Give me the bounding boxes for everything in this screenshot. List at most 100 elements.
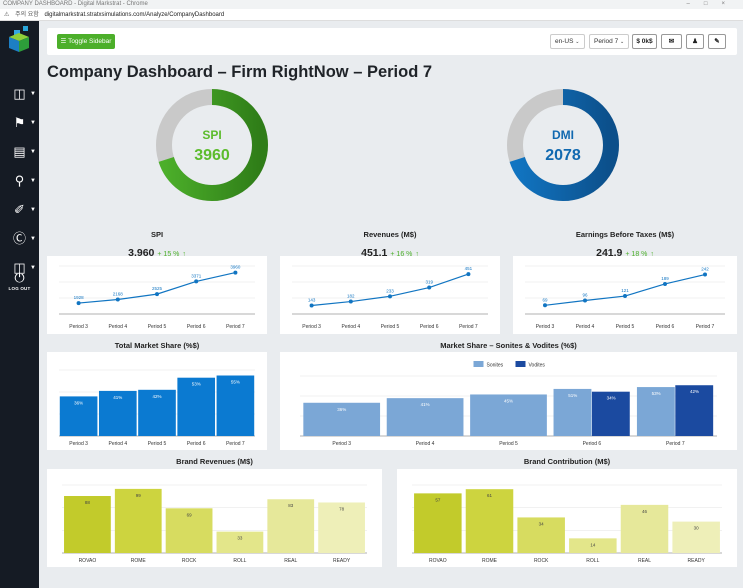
data-label: 451 [465,266,473,271]
x-tick-label: ROVAO [79,558,97,564]
bar [553,388,592,436]
budget-button[interactable]: $ 0k$ [632,34,657,49]
data-point [233,270,238,275]
chevron-down-icon: ⌄ [620,39,625,45]
chevron-icon: ▼ [30,207,36,213]
gauge-label: SPI [202,128,221,142]
mailbox-button[interactable]: ✉ [661,34,682,49]
sidebar-item-tools[interactable]: ✐ ▼ [0,198,39,222]
bar-label: 88 [85,500,91,505]
data-label: 242 [701,267,709,272]
data-label: 69 [542,297,548,302]
bar-label: 51% [568,393,577,398]
x-tick-label: ROCK [534,558,549,564]
x-tick-label: Period 3 [536,324,555,330]
clipboard-icon: ◫ [13,260,26,275]
bar [636,387,675,436]
legend-label: Vodites [529,363,546,369]
edit-button[interactable]: ✎ [708,34,726,49]
bar [64,496,111,553]
x-tick-label: READY [333,558,351,564]
team-button[interactable]: ♟ [686,34,704,49]
address-bar[interactable]: ⚠ 주의 요함 digitalmarkstrat.stratxsimulatio… [0,9,743,21]
bar-label: 69 [187,512,193,517]
app-logo-icon[interactable] [7,25,31,53]
bar-label: 53% [192,382,201,387]
brand-contribution-title: Brand Contribution (M$) [523,457,611,466]
kpi-title-spi: SPI [150,230,164,239]
bar-label: 99 [136,493,142,498]
kpi-title-revenues: Revenues (M$) [363,230,417,239]
data-label: 121 [621,288,629,293]
chevron-icon: ▼ [30,149,36,155]
data-label: 189 [661,276,669,281]
bar-label: 41% [113,395,122,400]
sidebar-item-documents[interactable]: ◫ ▼ [0,82,39,106]
revenues-line-chart: 143 Period 3 182 Period 4 233 Period 5 319 Peri… [280,256,500,334]
spi-gauge: SPI 3960 [156,89,268,201]
bar-label: 61 [487,493,493,498]
x-tick-label: ROLL [233,558,246,564]
data-point [623,294,627,299]
sidebar-item-analyze[interactable]: ⚲ ▼ [0,169,39,193]
x-tick-label: Period 6 [583,441,602,447]
x-tick-label: REAL [284,558,297,564]
data-point [583,298,587,303]
x-tick-label: Period 4 [576,324,595,330]
data-label: 143 [308,298,316,303]
document-icon: ◫ [13,86,26,101]
period-select[interactable]: Period 7 ⌄ [589,34,629,49]
bar [177,377,216,436]
data-point [388,294,392,299]
page-title: Company Dashboard – Firm RightNow – Peri… [47,63,433,81]
x-tick-label: Period 4 [108,324,127,330]
sidebar-item-decisions[interactable]: ◫ ▼ [0,256,39,280]
logout-button[interactable]: ⏻ LOG OUT [0,270,39,291]
x-tick-label: Period 5 [616,324,635,330]
x-tick-label: ROME [131,558,147,564]
data-label: 2525 [152,286,163,291]
x-tick-label: Period 3 [69,441,88,447]
data-point [466,272,471,277]
x-tick-label: Period 7 [666,441,685,447]
bar [386,398,464,436]
bar-label: 34% [607,396,616,401]
bar [59,396,98,436]
language-value: en-US [555,38,574,45]
period-value: Period 7 [594,38,619,45]
security-label[interactable]: 주의 요함 [15,12,39,18]
bar-label: 14 [590,542,596,547]
x-tick-label: Period 7 [459,324,478,330]
url-text[interactable]: digitalmarkstrat.stratxsimulations.com/A… [44,12,225,18]
total-market-share-chart: 36% Period 3 41% Period 4 42% Period 5 53% Peri… [47,352,267,450]
window-controls[interactable]: –□× [686,1,739,7]
chevron-icon: ▼ [30,91,36,97]
warning-icon[interactable]: ⚠ [4,12,10,18]
tools-icon: ✐ [14,202,25,217]
market-share-chart: 36% Period 3 41% Period 4 45% Period 5 51% 34% P… [280,352,737,450]
sidebar-item-finance[interactable]: Ⓒ ▼ [0,227,39,251]
bar [267,499,315,553]
data-label: 1928 [74,295,85,300]
sidebar-item-reports[interactable]: ▤ ▼ [0,140,39,164]
data-point [348,299,353,304]
x-tick-label: Period 5 [381,324,400,330]
bar [303,402,381,436]
bar-label: 55% [231,380,240,385]
x-tick-label: Period 3 [332,441,351,447]
x-tick-label: ROCK [182,558,197,564]
bar [465,489,514,553]
kpi-change: + 18 % [625,251,648,258]
gauge-fill [156,89,268,201]
data-label: 3371 [191,273,202,278]
chevron-icon: ▼ [30,178,36,184]
data-point [309,303,314,308]
sidebar-item-company[interactable]: ⚑ ▼ [0,111,39,135]
kpi-title-ebt: Earnings Before Taxes (M$) [575,230,675,239]
language-select[interactable]: en-US ⌄ [550,34,585,49]
toggle-sidebar-button[interactable]: ☰ Toggle Sidebar [57,34,115,49]
legend-swatch [473,361,484,367]
data-point [663,281,667,286]
gauge-fill [507,89,619,201]
chevron-icon: ▼ [30,265,36,271]
